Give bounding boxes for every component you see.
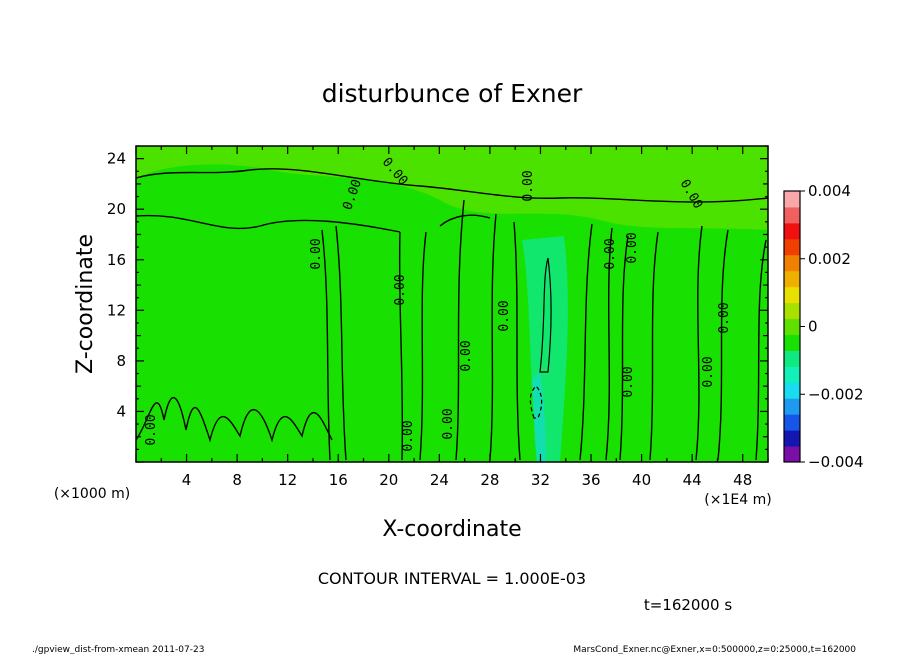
colorbar-segment	[784, 254, 800, 272]
contour-labels: 0.00 0.00 0.00 0.00 0.00 0.00 0.00 0.00 …	[144, 155, 732, 452]
y-tick-label: 8	[116, 352, 126, 370]
x-tick-label: 28	[480, 471, 499, 489]
contour-line	[755, 239, 767, 461]
contour-line	[649, 231, 659, 461]
y-tick-label: 16	[107, 251, 126, 269]
contour-line	[489, 213, 497, 461]
colorbar-tick-label: −0.004	[808, 453, 864, 471]
contour-label: 0.00	[459, 340, 474, 371]
chart-title: disturbunce of Exner	[322, 79, 583, 108]
y-axis: 4 8 12 16 20 24	[107, 145, 768, 463]
colorbar-tick-label: 0	[808, 318, 818, 336]
contour-label: 0.00	[521, 170, 536, 201]
x-axis-unit: (×1000 m)	[54, 486, 130, 502]
contour-label: 0.00	[401, 420, 416, 451]
x-tick-label: 24	[430, 471, 449, 489]
x-tick-label: 12	[278, 471, 297, 489]
colorbar-segment	[784, 302, 800, 320]
contour-interval-label: CONTOUR INTERVAL = 1.000E-03	[318, 569, 586, 588]
contour-line	[335, 225, 347, 461]
footer-dataset: MarsCond_Exner.nc@Exner,x=0:500000,z=0:2…	[573, 645, 856, 654]
x-tick-label: 4	[182, 471, 192, 489]
x-tick-label: 36	[581, 471, 600, 489]
x-axis-factor: (×1E4 m)	[704, 492, 771, 508]
colorbar-tick-label: −0.002	[808, 385, 864, 403]
colorbar-tick-label: 0.002	[808, 250, 851, 268]
contour-line	[513, 221, 521, 461]
contour-label: 0.00	[603, 238, 618, 269]
x-tick-label: 40	[632, 471, 651, 489]
colorbar-segment	[784, 238, 800, 256]
contour-line	[135, 396, 333, 443]
y-tick-label: 12	[107, 301, 126, 319]
colorbar-segment	[784, 430, 800, 447]
contour-line	[419, 231, 427, 461]
contour-line	[717, 229, 729, 461]
plot-frame	[135, 145, 769, 463]
contour-line	[619, 235, 629, 461]
contour-label: 0.00	[701, 356, 716, 387]
footer-source-script: ./gpview_dist-from-xmean 2011-07-23	[32, 645, 204, 654]
contour-line	[439, 214, 491, 227]
contour-label: 0.00	[625, 232, 640, 263]
contour-label: 0.00	[309, 238, 324, 269]
contour-line	[455, 199, 465, 461]
colorbar-segment	[784, 350, 800, 367]
colorbar-segment	[784, 414, 800, 431]
colorbar-segment	[784, 382, 800, 399]
plot-area: 0.00 0.00 0.00 0.00 0.00 0.00 0.00 0.00 …	[135, 145, 769, 463]
colorbar: 0.004 0.002 0 −0.002 −0.004	[783, 182, 864, 471]
contour-line	[135, 168, 769, 203]
x-tick-label: 32	[531, 471, 550, 489]
contour-line	[135, 214, 401, 233]
contour-label: 0.00	[717, 302, 732, 333]
colorbar-segment	[784, 318, 800, 335]
contour-line	[321, 229, 331, 461]
contour-label: 0.00	[621, 366, 636, 397]
x-tick-label: 48	[733, 471, 752, 489]
colorbar-segment	[784, 286, 800, 304]
contour-line-negative	[529, 385, 543, 419]
contour-line	[579, 223, 593, 461]
x-tick-label: 8	[232, 471, 242, 489]
colorbar-segment	[784, 334, 800, 351]
y-axis-label: Z-coordinate	[73, 234, 98, 374]
x-tick-label: 20	[379, 471, 398, 489]
colorbar-segment	[784, 191, 800, 208]
colorbar-segment	[784, 398, 800, 415]
colorbar-segment	[784, 222, 800, 240]
contour-line	[398, 231, 404, 461]
y-tick-label: 20	[107, 200, 126, 218]
contour-label: 0.00	[497, 300, 512, 331]
colorbar-segment	[784, 366, 800, 383]
x-tick-label: 16	[329, 471, 348, 489]
x-axis: 4 8 12 16 20 24 28 32 36 40 44 48	[135, 146, 769, 489]
contour-label: 0.00	[144, 414, 159, 445]
colorbar-segment	[784, 446, 800, 463]
contour-line	[539, 257, 552, 373]
contour-label: 0.00	[393, 274, 408, 305]
y-tick-label: 24	[107, 150, 126, 168]
time-label: t=162000 s	[644, 596, 732, 614]
colorbar-tick-label: 0.004	[808, 182, 851, 200]
contour-line	[695, 225, 703, 461]
x-tick-label: 44	[683, 471, 702, 489]
x-axis-label: X-coordinate	[382, 517, 521, 542]
field-upper-region	[136, 146, 768, 230]
colorbar-segment	[784, 270, 800, 288]
y-tick-label: 4	[116, 402, 126, 420]
contour-label: 0.00	[441, 408, 456, 439]
contour-line	[605, 227, 613, 461]
colorbar-segment	[784, 206, 800, 224]
